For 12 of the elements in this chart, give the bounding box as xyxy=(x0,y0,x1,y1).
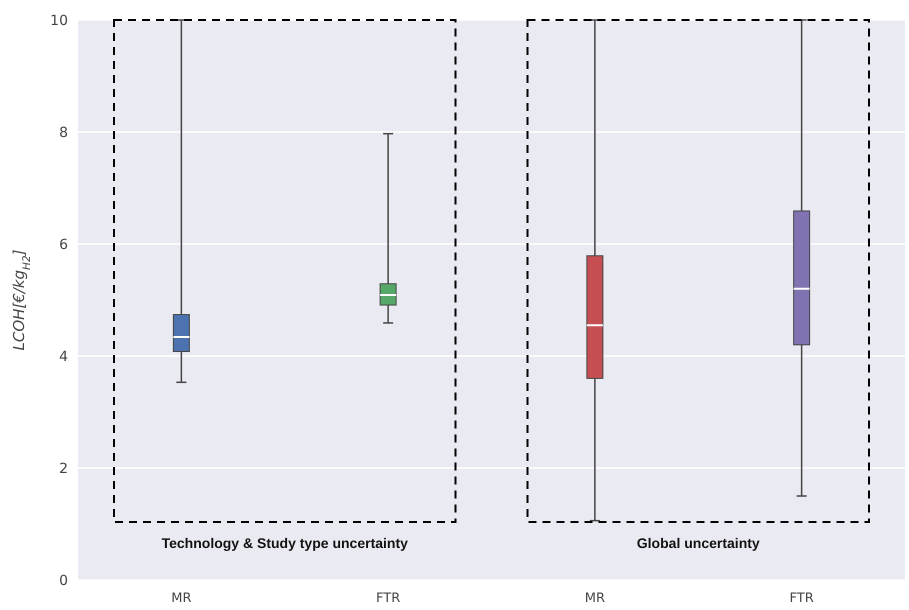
y-tick-label: 4 xyxy=(59,348,68,365)
y-tick-label: 6 xyxy=(59,236,68,253)
annotation: Technology & Study type uncertainty xyxy=(162,535,408,551)
x-tick-label: MR xyxy=(171,591,192,606)
x-tick-label: MR xyxy=(584,591,605,606)
y-tick-label: 8 xyxy=(59,124,68,141)
annotation: Global uncertainty xyxy=(636,535,760,551)
y-tick-label: 10 xyxy=(50,12,68,29)
y-tick-label: 0 xyxy=(59,572,68,589)
y-tick-label: 2 xyxy=(59,460,68,477)
x-tick-label: FTR xyxy=(790,591,814,606)
x-tick-label: FTR xyxy=(376,591,400,606)
